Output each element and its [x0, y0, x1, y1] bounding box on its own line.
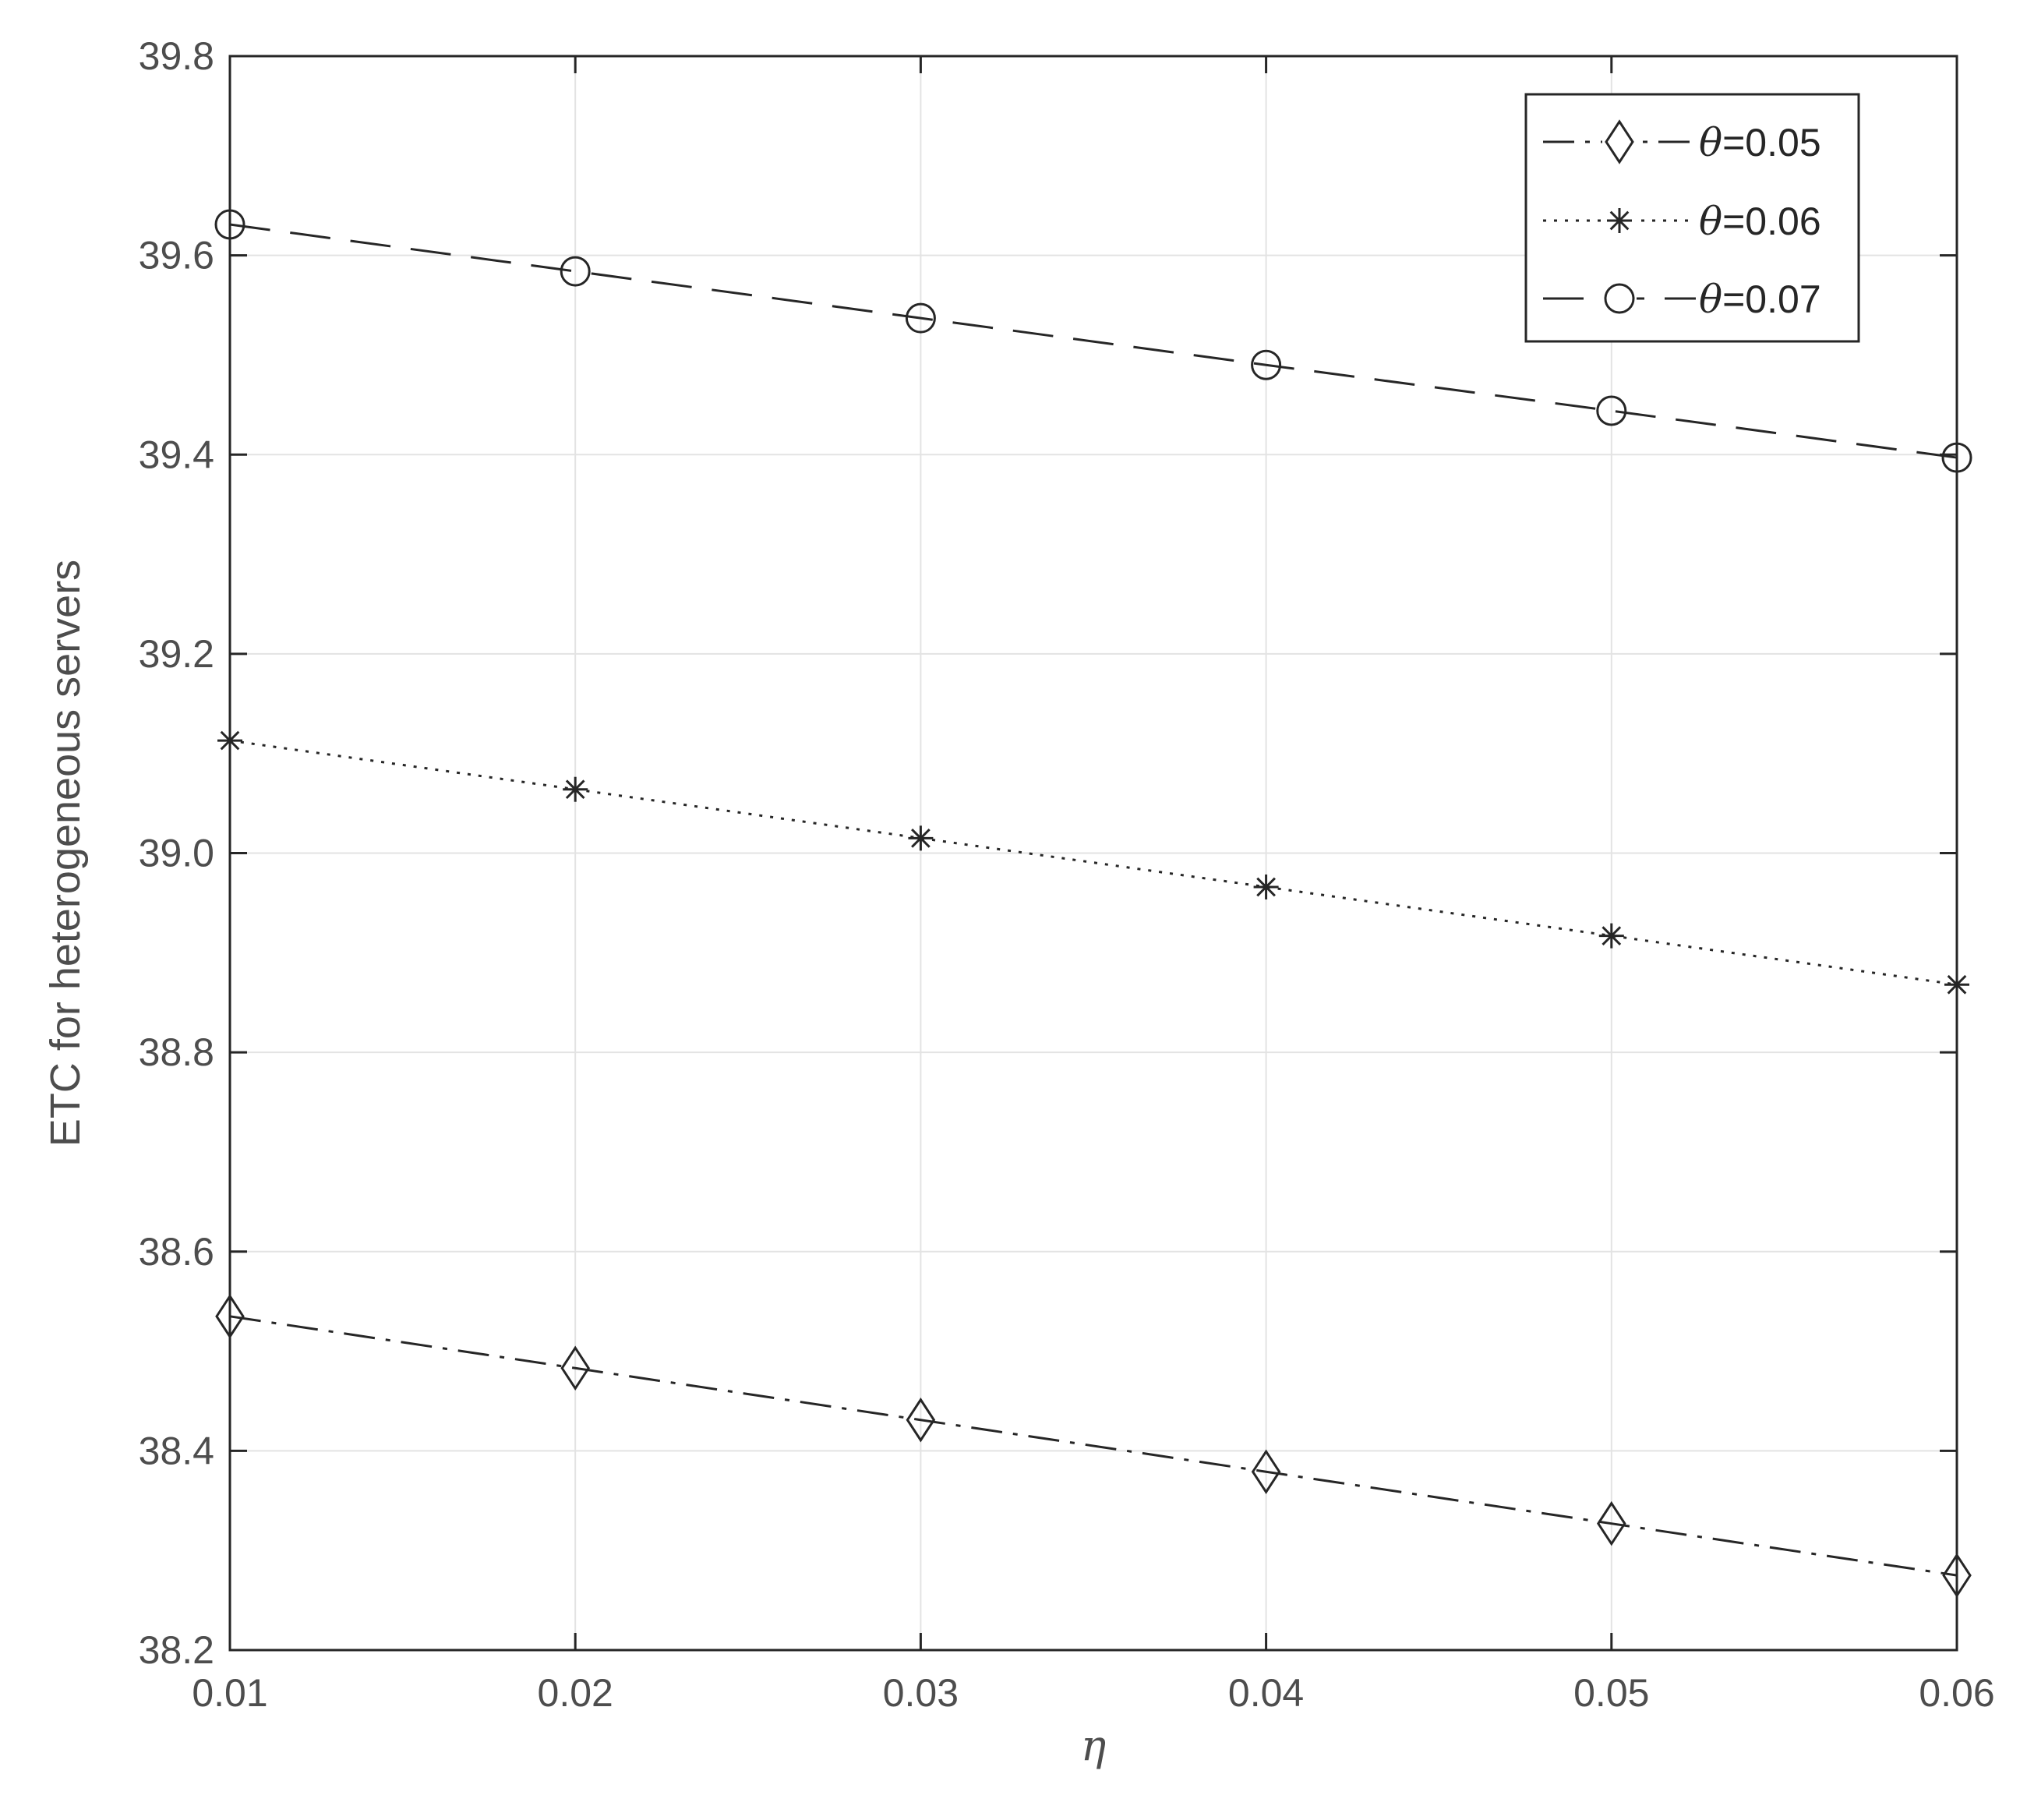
- series-2-point: [1944, 972, 1969, 998]
- series-3-point: [1251, 349, 1282, 380]
- asterisk-stroke: [1947, 974, 1967, 995]
- series-1: [215, 1294, 1972, 1598]
- series-1-point: [560, 1345, 590, 1391]
- legend-label-1: θ=0.05: [1699, 120, 1821, 165]
- legend-marker-symbol: [1607, 208, 1632, 233]
- y-tick-label: 39.8: [139, 34, 214, 78]
- asterisk-stroke: [1256, 877, 1276, 897]
- asterisk-stroke: [565, 779, 585, 800]
- axis-ticks: 0.01 0.02 0.03 0.04 0.05 0.06 38.2 38.4 38.6 38.8…: [139, 34, 1995, 1715]
- legend-box: [1524, 93, 1860, 343]
- asterisk-stroke: [220, 730, 240, 751]
- series-1-line: [229, 1315, 1958, 1577]
- series-1-point: [1942, 1553, 1972, 1598]
- legend-marker-backdrop: [1602, 122, 1637, 162]
- y-axis-label: ETC for heterogeneous servers: [42, 560, 89, 1147]
- series-2-point: [908, 825, 934, 851]
- series-2-point: [1598, 923, 1624, 949]
- legend-entry-1: θ=0.05: [1699, 120, 1821, 165]
- series-1-point: [906, 1398, 936, 1443]
- y-tick-label: 39.2: [139, 632, 214, 676]
- legend-marker-2: [1602, 200, 1637, 241]
- series-1-point: [1251, 1449, 1281, 1494]
- series-2: [217, 728, 1969, 998]
- x-tick-label: 0.05: [1573, 1671, 1649, 1715]
- y-tick-label: 38.6: [139, 1230, 214, 1274]
- series-3: [214, 209, 1972, 473]
- legend-label-2: θ=0.06: [1699, 199, 1821, 244]
- y-tick-label: 38.8: [139, 1030, 214, 1074]
- legend-marker-1: [1602, 119, 1637, 164]
- y-tick-label: 38.4: [139, 1429, 214, 1472]
- series-3-point: [1941, 442, 1972, 473]
- asterisk-stroke: [1602, 926, 1622, 945]
- series-2-point: [217, 728, 242, 754]
- series-3-point: [1596, 395, 1627, 426]
- series-3-point: [905, 302, 936, 334]
- series-2-point: [563, 776, 588, 802]
- y-tick-label: 39.4: [139, 433, 214, 476]
- y-tick-label: 38.2: [139, 1628, 214, 1672]
- x-tick-label: 0.03: [883, 1671, 959, 1715]
- legend-marker-symbol: [1604, 283, 1635, 314]
- asterisk-stroke: [911, 828, 931, 848]
- series-1-point: [1597, 1500, 1626, 1546]
- series-2-point: [1253, 874, 1279, 899]
- series-2-line: [229, 739, 1958, 986]
- x-tick-label: 0.04: [1228, 1671, 1304, 1715]
- legend: θ=0.05 θ=0.06 θ=0.07: [1524, 93, 1860, 343]
- legend-marker-3: [1602, 278, 1637, 319]
- series-3-point: [560, 256, 591, 287]
- series-layer: [214, 209, 1972, 1598]
- legend-entry-2: θ=0.06: [1699, 199, 1821, 244]
- legend-marker-symbol: [1605, 119, 1634, 164]
- y-tick-label: 39.0: [139, 832, 214, 875]
- x-axis-label: η: [1081, 1721, 1106, 1770]
- x-tick-label: 0.06: [1919, 1671, 1994, 1715]
- y-tick-label: 39.6: [139, 234, 214, 277]
- x-tick-label: 0.02: [538, 1671, 613, 1715]
- asterisk-stroke: [1609, 210, 1630, 231]
- legend-label-3: θ=0.07: [1699, 277, 1821, 322]
- series-3-line: [229, 223, 1958, 459]
- series-1-point: [215, 1294, 245, 1339]
- legend-entry-3: θ=0.07: [1699, 277, 1821, 322]
- series-3-point: [214, 209, 245, 240]
- x-tick-label: 0.01: [192, 1671, 267, 1715]
